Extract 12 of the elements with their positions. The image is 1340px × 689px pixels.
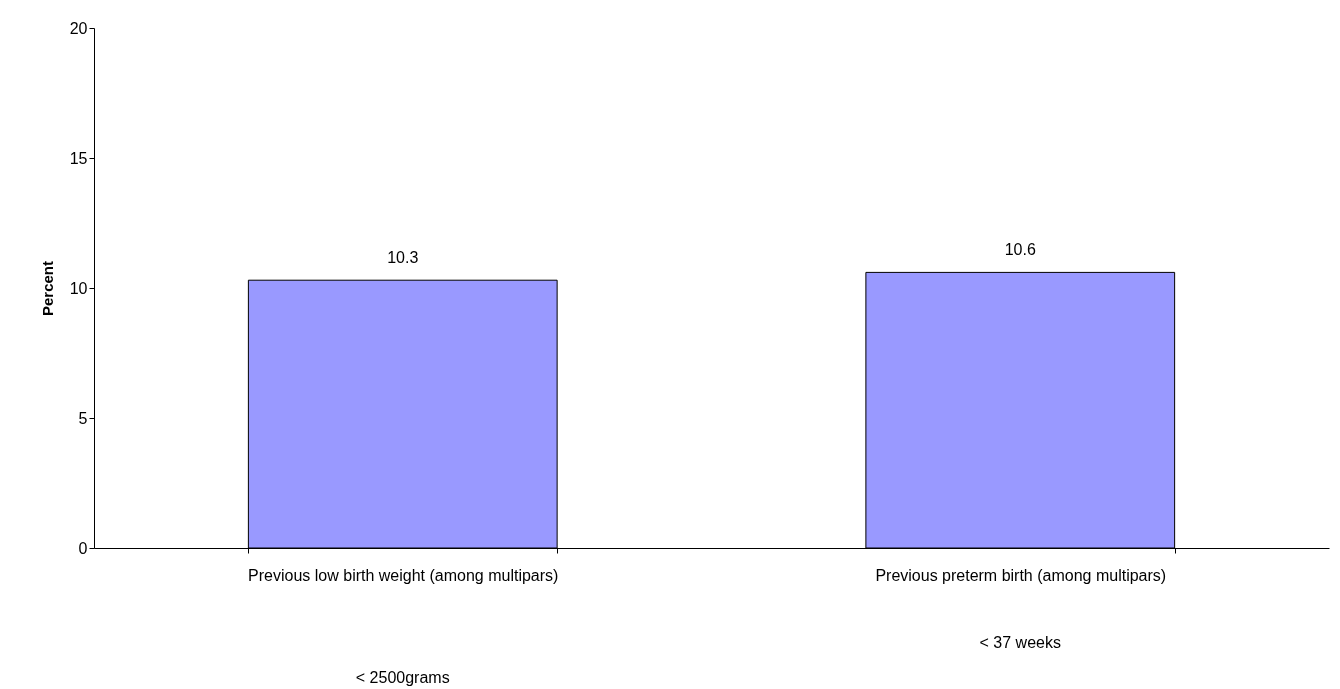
y-tick-label: 15 xyxy=(69,149,88,167)
y-axis-title: Percent xyxy=(38,260,56,317)
y-tick-label: 20 xyxy=(69,19,88,37)
text: < 2500grams xyxy=(355,669,450,686)
data-label: 10.3 xyxy=(387,249,419,267)
text: < 37 weeks xyxy=(979,634,1061,651)
y-tick-label: 0 xyxy=(78,539,88,557)
y-tick-label: 5 xyxy=(78,409,88,427)
data-label: 10.6 xyxy=(1004,241,1036,259)
x-tick-label: Previous preterm birth (among multipars) xyxy=(875,566,1167,584)
x-tick-label: Previous low birth weight (among multipars) xyxy=(248,566,559,584)
y-tick-label: 10 xyxy=(69,279,88,297)
